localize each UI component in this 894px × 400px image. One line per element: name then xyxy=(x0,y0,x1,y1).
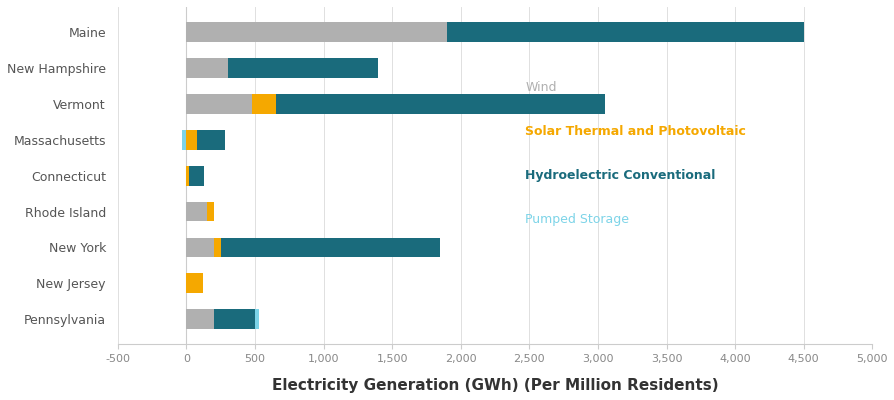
Bar xyxy=(275,94,604,114)
Bar xyxy=(255,309,258,329)
Text: Solar Thermal and Photovoltaic: Solar Thermal and Photovoltaic xyxy=(525,125,746,138)
Bar xyxy=(186,274,203,293)
Bar xyxy=(182,130,186,150)
Bar xyxy=(446,22,803,42)
X-axis label: Electricity Generation (GWh) (Per Million Residents): Electricity Generation (GWh) (Per Millio… xyxy=(272,378,718,393)
Bar xyxy=(252,94,275,114)
Text: Hydroelectric Conventional: Hydroelectric Conventional xyxy=(525,169,715,182)
Bar xyxy=(214,238,221,257)
Bar xyxy=(207,202,214,222)
Text: Wind: Wind xyxy=(525,81,556,94)
Bar xyxy=(186,202,207,222)
Bar xyxy=(186,22,446,42)
Bar xyxy=(197,130,224,150)
Bar xyxy=(186,238,214,257)
Bar xyxy=(189,166,204,186)
Text: Pumped Storage: Pumped Storage xyxy=(525,213,628,226)
Bar xyxy=(214,309,255,329)
Bar xyxy=(186,58,227,78)
Bar xyxy=(227,58,378,78)
Bar xyxy=(221,238,440,257)
Bar xyxy=(186,94,252,114)
Bar xyxy=(186,130,197,150)
Bar xyxy=(186,166,189,186)
Bar xyxy=(186,309,214,329)
